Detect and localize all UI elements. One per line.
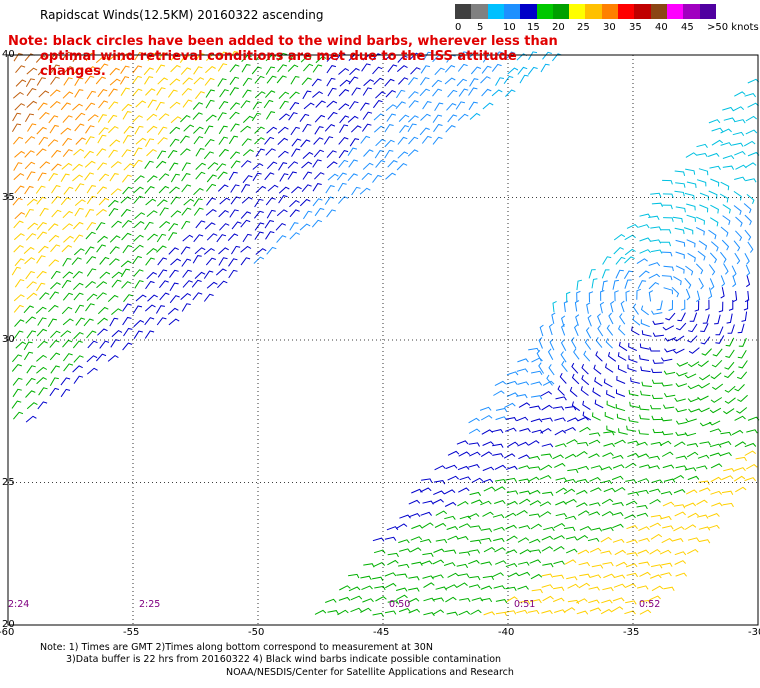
longitude-label: -45 [373, 627, 390, 638]
scale-label: 5 [477, 22, 484, 33]
scale-swatch [683, 4, 700, 19]
longitude-label: -30 [748, 627, 760, 638]
scale-label: >50 knots [707, 22, 759, 33]
scale-swatch [471, 4, 488, 19]
scale-swatch [618, 4, 635, 19]
scale-swatch [536, 4, 553, 19]
scale-label: 30 [603, 22, 616, 33]
time-label: 2:24 [8, 599, 30, 610]
scale-swatch [552, 4, 570, 19]
scale-label: 40 [655, 22, 668, 33]
scale-swatch [585, 4, 602, 19]
contamination-note: Note: black circles have been added to t… [8, 34, 568, 79]
time-label: 0:50 [389, 599, 411, 610]
latitude-label: 40 [2, 49, 15, 60]
latitude-label: 35 [2, 191, 15, 203]
footer-note-2: 3)Data buffer is 22 hrs from 20160322 4)… [66, 654, 502, 665]
scale-swatch [601, 4, 619, 19]
scale-label: 20 [552, 22, 565, 33]
longitude-label: -40 [498, 627, 515, 638]
latitude-label: 30 [2, 334, 15, 345]
scale-swatch [634, 4, 651, 19]
scale-swatch [520, 4, 537, 19]
scale-label: 35 [629, 22, 642, 33]
scale-swatch [650, 4, 668, 19]
map-title: Rapidscat Winds(12.5KM) 20160322 ascendi… [40, 8, 324, 22]
longitude-label: -50 [248, 627, 265, 638]
scale-swatch [666, 4, 684, 19]
scale-label: 45 [681, 22, 694, 33]
note-line-2: optimal wind retrieval conditions are me… [40, 49, 517, 79]
longitude-label: -60 [0, 627, 15, 638]
map-grid [7, 54, 759, 626]
longitude-label: -35 [623, 627, 640, 638]
footer-credit: NOAA/NESDIS/Center for Satellite Applica… [226, 667, 514, 678]
note-line-1: Note: black circles have been added to t… [8, 34, 558, 49]
scale-label: 15 [527, 22, 540, 33]
scale-label: 25 [577, 22, 590, 33]
wind-barbs-layer [11, 51, 760, 617]
scale-label: 0 [455, 22, 462, 33]
scale-swatch [699, 4, 716, 19]
latitude-label: 25 [2, 476, 15, 488]
time-label: 0:51 [514, 599, 536, 610]
latitude-label: 20 [2, 619, 15, 630]
time-label: 0:52 [639, 599, 661, 610]
footer-note-1: Note: 1) Times are GMT 2)Times along bot… [40, 642, 433, 653]
time-label: 2:25 [139, 599, 161, 610]
scale-label: 10 [503, 22, 516, 33]
scale-swatch [455, 4, 472, 19]
scale-swatch [487, 4, 505, 19]
scale-swatch [503, 4, 521, 19]
scale-swatch [569, 4, 586, 19]
longitude-label: -55 [123, 627, 140, 638]
